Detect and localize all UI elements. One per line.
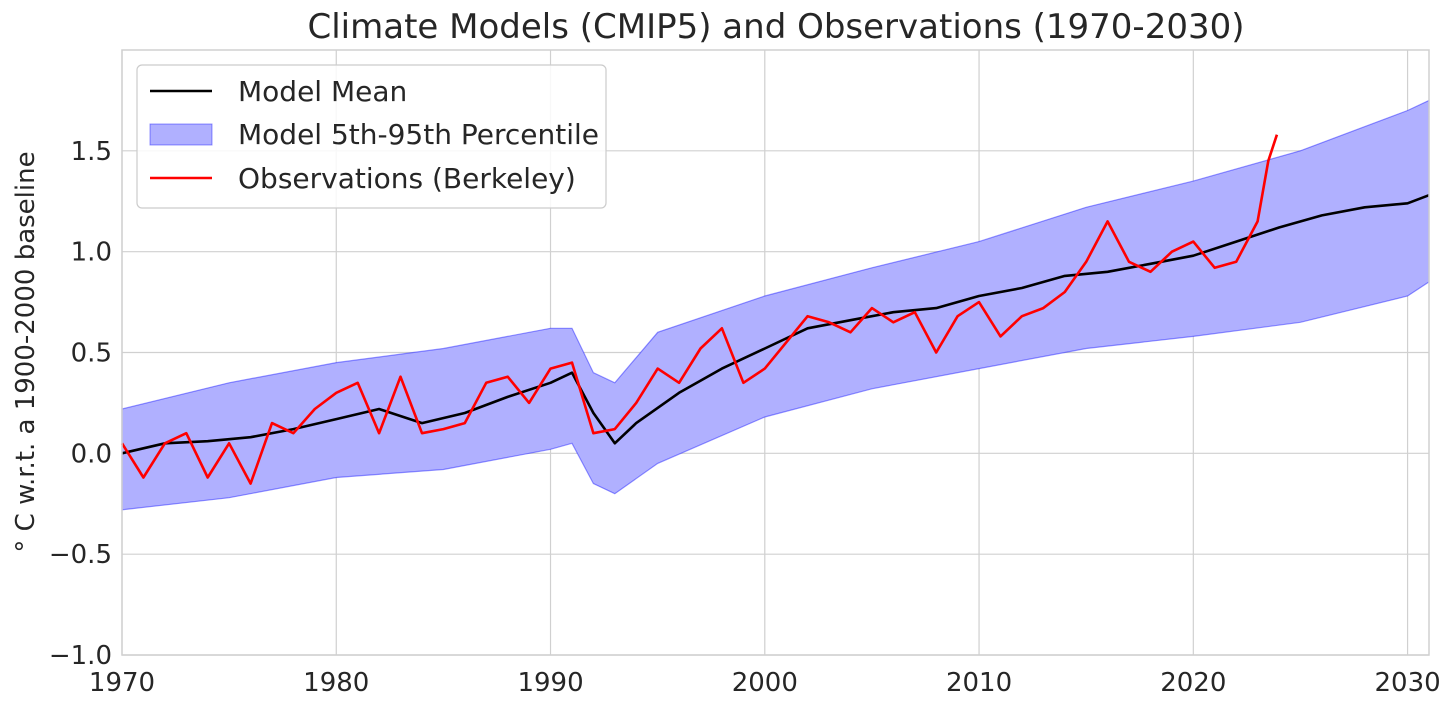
y-tick-label: −1.0 — [49, 641, 112, 671]
observations-line — [120, 134, 1279, 485]
tick-labels: 1970 1980 1990 2000 2010 2020 2030 −1.0 −0.5 0.0 0… — [49, 137, 1441, 698]
x-tick-label: 2030 — [1374, 668, 1440, 698]
legend-label: Model Mean — [238, 75, 407, 108]
y-axis-label: ° C w.r.t. a 1900-2000 baseline — [11, 151, 41, 552]
y-tick-label: 1.5 — [71, 137, 112, 167]
legend-swatch-band — [149, 123, 213, 146]
x-tick-label: 1970 — [89, 668, 155, 698]
legend-label: Model 5th-95th Percentile — [238, 118, 599, 151]
x-tick-label: 1980 — [303, 668, 369, 698]
y-tick-label: 1.0 — [71, 238, 112, 268]
model-mean-line — [121, 193, 1430, 455]
x-tick-label: 2020 — [1160, 668, 1226, 698]
x-tick-label: 2010 — [946, 668, 1012, 698]
y-tick-label: 0.0 — [71, 439, 112, 469]
y-tick-label: 0.5 — [71, 339, 112, 369]
x-tick-label: 1990 — [517, 668, 583, 698]
plot-frame — [121, 49, 1430, 656]
chart-title: Climate Models (CMIP5) and Observations … — [307, 7, 1244, 47]
series-line-layer — [120, 134, 1430, 485]
x-tick-label: 2000 — [732, 668, 798, 698]
legend-label: Observations (Berkeley) — [238, 162, 576, 195]
legend[interactable]: Model Mean Model 5th-95th Percentile Obser… — [136, 64, 607, 209]
y-tick-label: −0.5 — [49, 540, 112, 570]
legend-box — [136, 64, 607, 209]
